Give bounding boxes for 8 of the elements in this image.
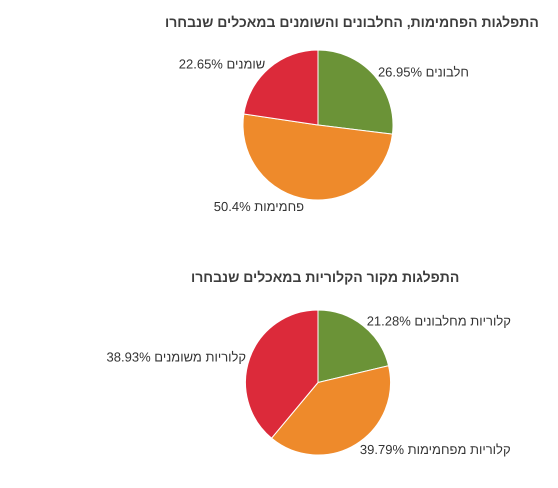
slice-label: שומנים 22.65%: [178, 56, 266, 72]
chart-title: התפלגות מקור הקלוריות במאכלים שנבחרו: [191, 269, 460, 285]
chart-title: התפלגות הפחמימות, החלבונים והשומנים במאכלים שנבחרו: [165, 14, 539, 30]
slice-label: פחמימות 50.4%: [214, 199, 304, 214]
slice-label: חלבונים 26.95%: [378, 64, 469, 80]
slice-label: קלוריות מחלבונים 21.28%: [366, 313, 511, 328]
slice-label: קלוריות מפחמימות 39.79%: [360, 442, 511, 458]
slice-label: קלוריות משומנים 38.93%: [106, 349, 246, 364]
